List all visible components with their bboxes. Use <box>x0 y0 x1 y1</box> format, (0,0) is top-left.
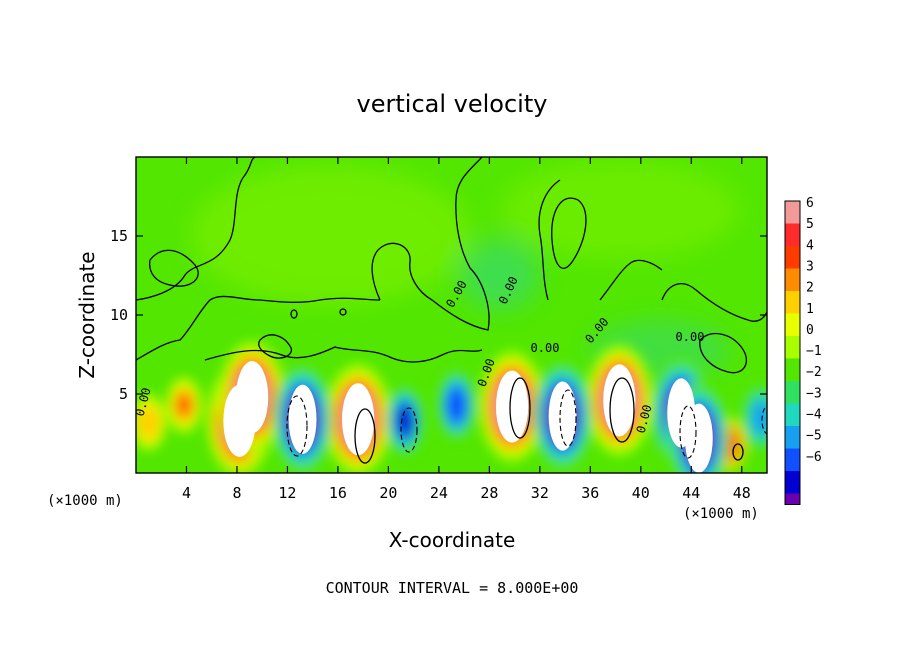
y-axis-title: Z-coordinate <box>75 251 99 378</box>
updraft-cell <box>142 413 155 432</box>
colorbar-tick-label: −6 <box>806 450 822 465</box>
x-tick-label: 24 <box>430 484 448 502</box>
negative-contours <box>286 389 767 459</box>
background-shading <box>190 160 740 380</box>
x-tick-label: 20 <box>379 484 397 502</box>
y-tick-label: 5 <box>119 385 128 403</box>
colorbar-tick-label: 1 <box>806 302 814 317</box>
colorbar-tick-label: −3 <box>806 386 822 401</box>
colorbar-swatch <box>785 471 800 494</box>
colorbar-swatch <box>785 313 800 336</box>
plot-area: 0.000.00 0.000.000.000.000.000.00 <box>136 157 767 473</box>
contour-interval-note: CONTOUR INTERVAL = 8.000E+00 <box>326 579 579 597</box>
x-tick-label: 36 <box>581 484 599 502</box>
x-tick-label: 12 <box>278 484 296 502</box>
updraft-core <box>341 383 375 456</box>
colorbar-tick-label: 5 <box>806 217 814 232</box>
x-tick-label: 48 <box>733 484 751 502</box>
x-axis: 4 8 12 16 20 24 28 32 36 40 44 48 <box>182 157 751 502</box>
updraft-core <box>603 364 636 437</box>
x-unit-label-left: (×1000 m) <box>47 493 123 509</box>
contour-label: 0.00 <box>531 341 560 355</box>
colorbar-swatch <box>785 246 800 269</box>
colorbar-tick-label: −2 <box>806 365 822 380</box>
x-tick-label: 8 <box>232 484 241 502</box>
updraft-core <box>235 361 269 434</box>
contour-label: 0.00 <box>676 330 705 344</box>
updraft-core <box>495 370 529 443</box>
colorbar-swatch <box>785 201 800 224</box>
colorbar-swatch <box>785 358 800 381</box>
downdraft-cell <box>754 406 767 430</box>
colorbar-tick-label: −1 <box>806 344 822 359</box>
colorbar-frame <box>784 200 801 505</box>
downdraft-core <box>288 384 317 454</box>
colorbar-tick-label: 4 <box>806 238 814 253</box>
colorbar-swatch <box>785 268 800 291</box>
x-tick-label: 32 <box>531 484 549 502</box>
downdraft-cell <box>398 409 411 433</box>
colorbar: 6 5 4 3 2 1 0 −1 −2 −3 −4 −5 −6 <box>784 196 822 505</box>
updraft-cell <box>178 395 190 415</box>
colorbar-swatch <box>785 426 800 449</box>
colorbar-tick-label: 2 <box>806 281 814 296</box>
colorbar-tick-label: −5 <box>806 429 822 444</box>
x-tick-label: 44 <box>682 484 700 502</box>
x-tick-label: 28 <box>480 484 498 502</box>
chart-title: vertical velocity <box>357 90 548 118</box>
colorbar-tick-label: 0 <box>806 323 814 338</box>
colorbar-swatch <box>785 336 800 359</box>
x-tick-label: 4 <box>182 484 191 502</box>
downdraft-cell <box>450 393 463 417</box>
colorbar-swatch <box>785 448 800 471</box>
colorbar-swatch <box>785 493 800 505</box>
colorbar-swatch <box>785 381 800 404</box>
colorbar-swatch <box>785 403 800 426</box>
y-axis: 5 10 15 <box>110 227 767 403</box>
x-tick-label: 16 <box>329 484 347 502</box>
colorbar-tick-label: 3 <box>806 259 814 274</box>
colorbar-swatch <box>785 291 800 314</box>
y-tick-label: 10 <box>110 306 128 324</box>
colorbar-tick-label: 6 <box>806 196 814 211</box>
x-axis-title: X-coordinate <box>389 528 516 552</box>
downdraft-core <box>684 403 713 473</box>
x-unit-label-right: (×1000 m) <box>683 506 759 522</box>
x-tick-label: 40 <box>632 484 650 502</box>
colorbar-tick-label: −4 <box>806 408 822 423</box>
contour-lines <box>136 157 767 464</box>
y-tick-label: 15 <box>110 227 128 245</box>
downdraft-core <box>548 381 577 451</box>
colorbar-swatch <box>785 223 800 246</box>
